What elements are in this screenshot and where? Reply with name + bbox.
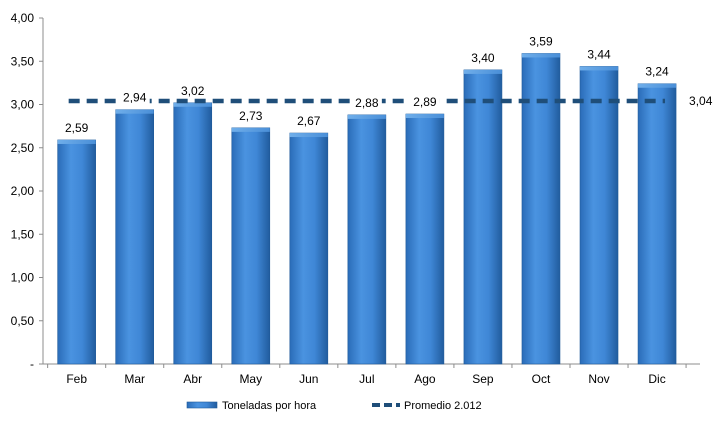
bar-abr [173,102,213,365]
data-label: 2,67 [297,114,321,128]
data-label: 3,44 [587,47,611,61]
bar-sep [463,69,503,365]
bar-top-oct [521,53,560,58]
data-label-bg [409,94,440,110]
bar-top-dic [638,83,677,88]
y-tick-label: 1,00 [11,271,35,285]
x-tick-label: Mar [124,372,145,386]
data-label: 3,59 [529,34,553,48]
x-tick-label: Oct [532,372,551,386]
x-tick-label: Ago [414,372,436,386]
y-tick-label: 3,00 [11,98,35,112]
legend-swatch-bars [186,401,218,409]
y-tick-label: 2,50 [11,141,35,155]
data-label-bg [525,33,556,49]
x-tick-label: Jun [299,372,318,386]
bars: Feb Mar Abr May Jun Jul Ago Sep Oct Nov Dic [47,53,687,386]
y-tick-label: 3,50 [11,54,35,68]
bar-jul [347,114,387,365]
bar-may [231,127,271,365]
data-label: 2,88 [355,96,379,110]
bar-dic [637,83,677,365]
data-label: 2,89 [413,95,437,109]
data-label-bg [584,46,615,62]
bar-top-may [231,127,270,132]
bar-top-jul [347,114,386,119]
bar-top-sep [463,69,502,74]
y-tick-label: 1,50 [11,227,35,241]
data-label-bg [293,113,324,129]
bar-nov [579,66,619,365]
bar-top-ago [405,114,444,119]
data-label-bg [642,63,673,79]
y-tick-label: 2,00 [11,184,35,198]
axes: - 0,50 1,00 1,50 2,00 2,50 3,00 3,50 4,00 [11,11,700,371]
data-label: 2,59 [65,121,89,135]
data-label-bg [119,89,150,105]
legend: Toneladas por hora Promedio 2.012 [186,400,482,412]
data-label: 2,94 [123,91,147,105]
bar-top-mar [115,109,154,114]
bar-top-abr [173,102,212,107]
bar-feb [57,139,96,365]
x-tick-label: Abr [183,372,202,386]
x-tick-label: May [239,372,262,386]
data-label: 3,24 [645,65,669,79]
data-label: 3,02 [181,84,205,98]
x-tick-label: Nov [588,372,609,386]
data-label: 2,73 [239,109,263,123]
x-tick-label: Jul [359,372,374,386]
bar-oct [521,53,561,365]
data-labels: 2,59 2,94 3,02 2,73 2,67 2,88 2,89 3,40 3,59 3,44… [61,33,713,135]
data-label-bg [235,107,266,123]
y-tick-label: 0,50 [11,314,35,328]
bar-top-nov [580,66,619,71]
bar-top-jun [289,133,328,138]
legend-label-bars: Toneladas por hora [222,400,317,412]
x-tick-label: Dic [648,372,665,386]
data-label-bg [61,119,92,135]
average-label: 3,04 [689,94,713,108]
data-label-bg [467,49,498,65]
y-tick-label: - [30,357,34,371]
x-tick-label: Sep [472,372,494,386]
bar-ago [405,113,445,365]
bar-mar [115,109,155,365]
bar-top-feb [57,139,96,144]
legend-label-line: Promedio 2.012 [404,400,482,412]
x-tick-label: Feb [66,372,87,386]
bar-jun [289,132,329,365]
y-tick-label: 4,00 [11,11,35,25]
data-label: 3,40 [471,51,495,65]
data-label-bg [177,82,208,98]
data-label-bg [351,94,382,110]
